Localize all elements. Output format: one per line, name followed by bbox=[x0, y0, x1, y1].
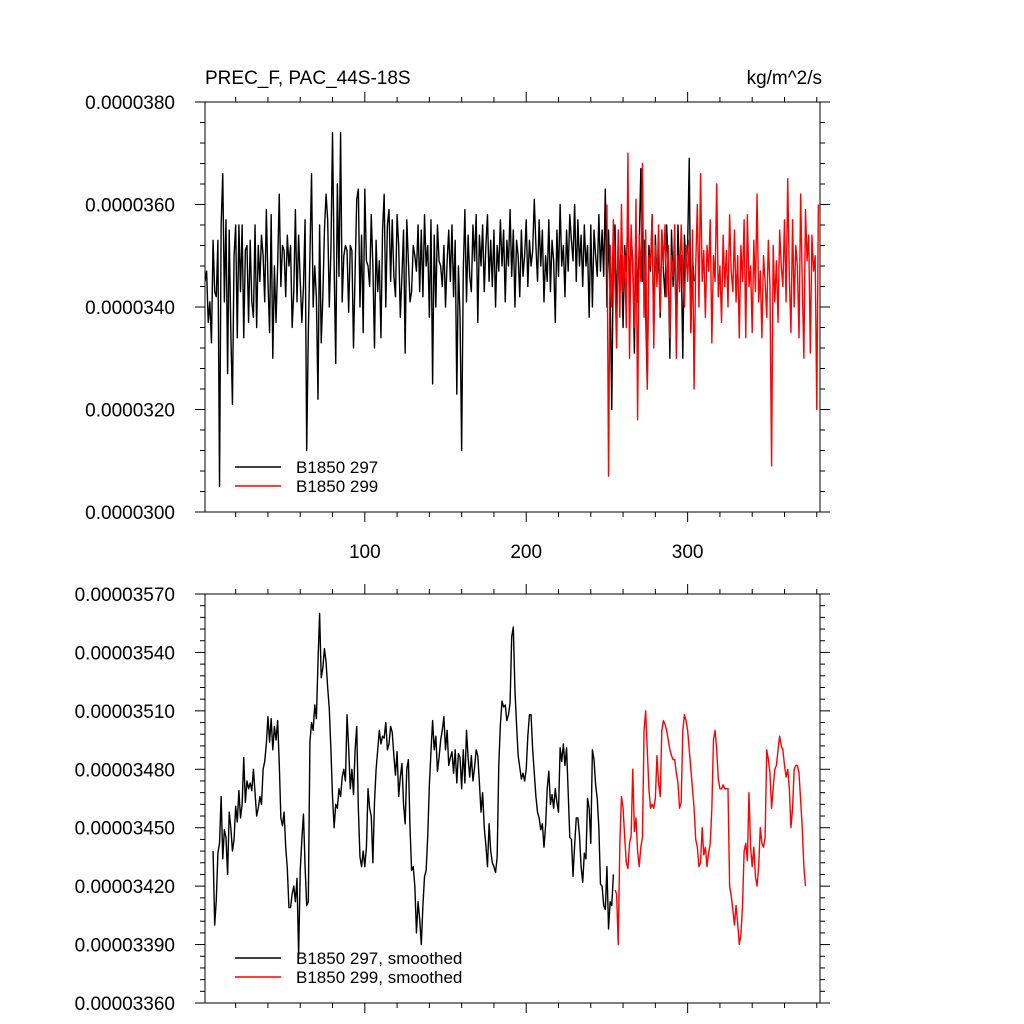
y-tick-label: 0.00003480 bbox=[75, 760, 175, 781]
series-line-red bbox=[614, 710, 807, 946]
y-tick-label: 0.00003570 bbox=[75, 585, 175, 606]
y-tick-label: 0.00003540 bbox=[75, 643, 175, 664]
y-tick-label: 0.0000380 bbox=[85, 93, 175, 114]
chart-title: PREC_F, PAC_44S-18S bbox=[205, 68, 411, 89]
y-tick-label: 0.00003450 bbox=[75, 819, 175, 840]
y-tick-label: 0.0000340 bbox=[85, 298, 175, 319]
legend-label: B1850 297 bbox=[296, 458, 378, 477]
legend-label: B1850 297, smoothed bbox=[296, 949, 462, 968]
y-tick-label: 0.00003420 bbox=[75, 877, 175, 898]
top-panel: 100 200 300 0.0000300 0.0000320 0.0000340 0.00… bbox=[85, 92, 830, 563]
legend-label: B1850 299, smoothed bbox=[296, 968, 462, 987]
bottom-panel: 0.00003360 0.00003390 0.00003420 0.00003450… bbox=[75, 584, 830, 1015]
y-tick-label: 0.00003360 bbox=[75, 994, 175, 1015]
x-tick-label: 300 bbox=[672, 542, 704, 563]
units-label: kg/m^2/s bbox=[747, 68, 822, 89]
y-tick-label: 0.0000320 bbox=[85, 401, 175, 422]
plot-frame bbox=[204, 593, 821, 1004]
y-tick-label: 0.00003390 bbox=[75, 936, 175, 957]
y-tick-label: 0.0000360 bbox=[85, 196, 175, 217]
x-tick-label: 100 bbox=[349, 542, 381, 563]
legend-label: B1850 299 bbox=[296, 477, 378, 496]
series-line-black bbox=[212, 612, 615, 957]
series-line-black bbox=[205, 132, 695, 488]
y-tick-label: 0.00003510 bbox=[75, 702, 175, 723]
y-tick-label: 0.0000300 bbox=[85, 503, 175, 524]
series-line-red bbox=[606, 152, 820, 477]
x-tick-label: 200 bbox=[510, 542, 542, 563]
